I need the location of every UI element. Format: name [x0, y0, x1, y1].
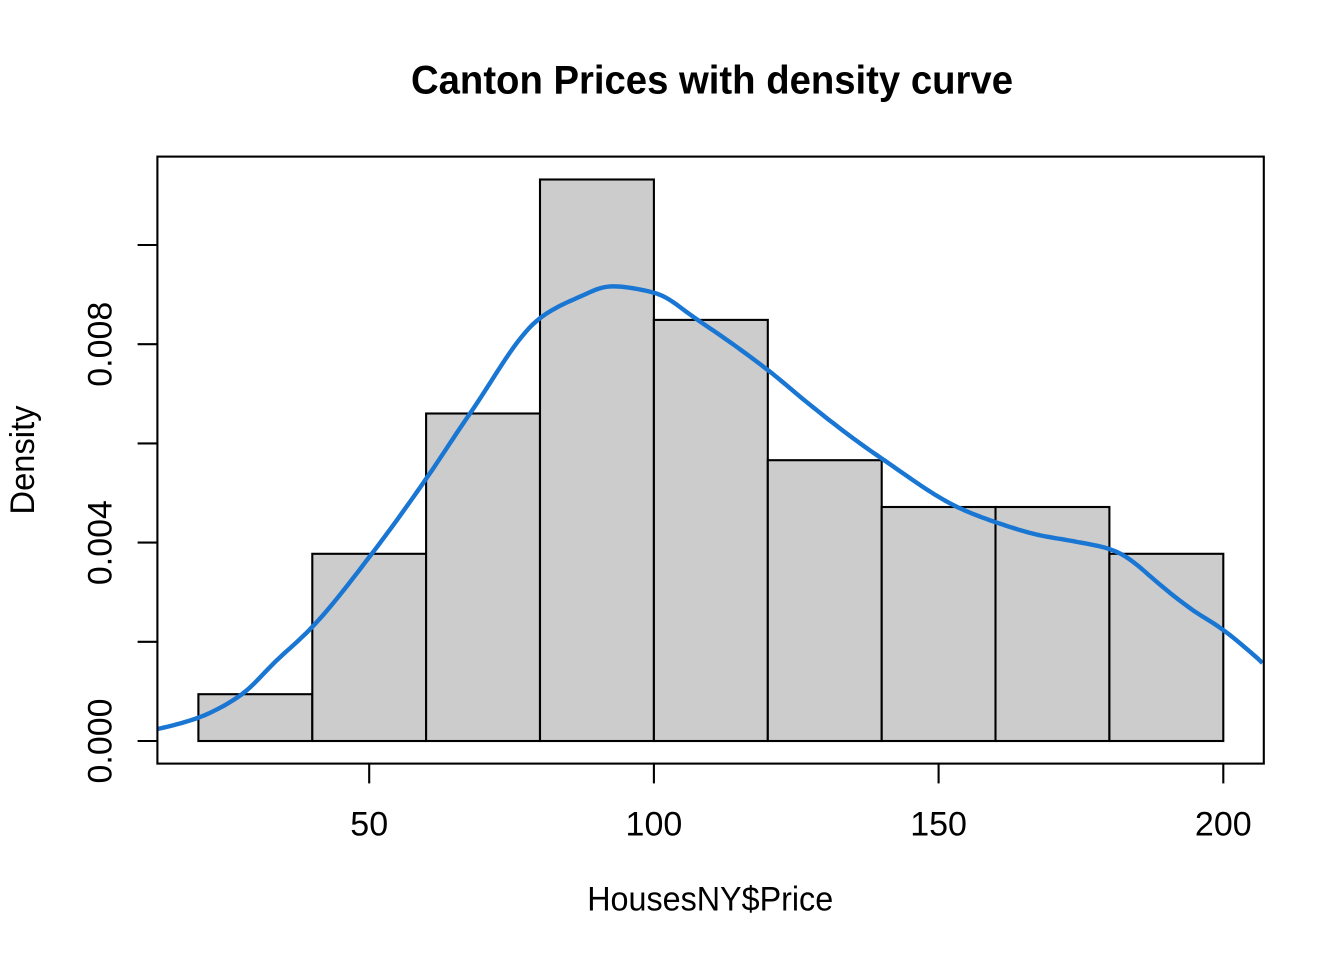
svg-text:100: 100 — [626, 806, 683, 844]
svg-text:0.000: 0.000 — [81, 699, 119, 784]
svg-text:0.008: 0.008 — [81, 302, 119, 387]
svg-text:50: 50 — [350, 806, 388, 844]
svg-text:150: 150 — [910, 806, 967, 844]
svg-text:Canton Prices with density cur: Canton Prices with density curve — [411, 58, 1013, 102]
svg-text:HousesNY$Price: HousesNY$Price — [587, 881, 833, 919]
svg-text:0.004: 0.004 — [81, 500, 119, 585]
svg-text:200: 200 — [1195, 806, 1252, 844]
svg-text:Density: Density — [4, 406, 42, 515]
